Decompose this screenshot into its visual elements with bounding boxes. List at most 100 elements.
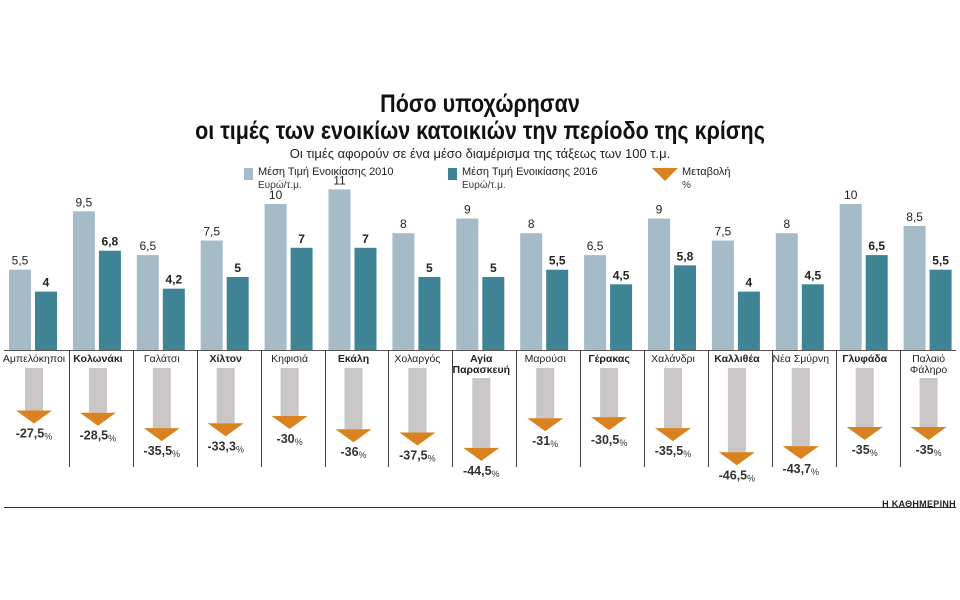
change-stem — [25, 368, 43, 411]
bar-2010 — [9, 269, 31, 350]
bar-2016-label: 7 — [362, 232, 369, 246]
category-label: Κηφισιά — [271, 353, 308, 365]
legend-unit-change: % — [682, 180, 691, 191]
category-label: Χολαργός — [394, 353, 440, 365]
bar-2016 — [290, 247, 313, 350]
bar-2016 — [610, 284, 633, 350]
bar-2010-label: 5,5 — [12, 254, 29, 268]
category-label: Αγία — [470, 353, 493, 365]
bar-2016 — [546, 269, 569, 350]
bar-2016-label: 5,8 — [677, 249, 694, 263]
category-label: Αμπελόκηποι — [3, 353, 66, 365]
category-label: Νέα Σμύρνη — [772, 353, 829, 365]
change-label: -30% — [277, 432, 303, 447]
change-stem — [664, 368, 682, 429]
bar-2016-label: 5 — [426, 261, 433, 275]
category-label: Εκάλη — [338, 353, 369, 365]
category-label: Γαλάτσι — [144, 353, 180, 365]
legend-arrow-icon — [652, 168, 678, 181]
legend-label-2010: Μέση Τιμή Ενοικίασης 2010 — [258, 166, 394, 178]
chart-title-line-1: Πόσο υποχώρησαν — [380, 90, 580, 118]
category-label: Χίλτον — [209, 353, 242, 365]
bar-2010-label: 9,5 — [76, 195, 93, 209]
bar-2010 — [839, 204, 862, 350]
bar-2016 — [482, 277, 505, 350]
legend-swatch-2010 — [244, 168, 253, 180]
bar-2016 — [737, 291, 760, 350]
change-stem — [152, 368, 171, 429]
bar-2016-label: 4,2 — [165, 273, 182, 287]
bar-2016 — [801, 284, 824, 350]
change-arrow — [79, 412, 116, 426]
bar-2016-label: 6,5 — [868, 239, 885, 253]
category-label: Παλαιό — [912, 353, 945, 365]
change-stem — [855, 368, 874, 427]
bar-2010 — [584, 255, 607, 350]
bar-2016 — [226, 277, 249, 350]
change-stem — [280, 368, 299, 416]
chart-subtitle: Οι τιμές αφορούν σε ένα μέσο διαμέρισμα … — [289, 146, 671, 161]
change-stem — [727, 368, 746, 453]
change-arrow — [591, 417, 628, 431]
change-arrow — [655, 428, 691, 442]
bar-2010 — [200, 240, 223, 350]
legend-swatch-2016 — [448, 168, 457, 180]
bar-2010-label: 10 — [844, 188, 858, 202]
category-label: Γλυφάδα — [842, 353, 887, 365]
change-label: -35,5% — [655, 444, 692, 459]
bar-2010 — [711, 240, 734, 350]
bar-2016-label: 7 — [298, 232, 305, 246]
legend-label-2016: Μέση Τιμή Ενοικίασης 2016 — [462, 166, 598, 178]
bar-2016 — [98, 250, 121, 350]
category-label: Κολωνάκι — [73, 353, 122, 365]
change-arrow — [16, 410, 52, 424]
bar-2010-label: 6,5 — [139, 239, 156, 253]
bar-2010-label: 7,5 — [203, 225, 220, 239]
source-credit: Η ΚΑΘΗΜΕΡΙΝΗ — [882, 499, 956, 509]
change-arrow — [782, 446, 819, 460]
bar-2010-label: 8 — [783, 217, 790, 231]
change-label: -31% — [532, 434, 558, 449]
category-label: Χαλάνδρι — [651, 353, 695, 365]
bar-2016-label: 6,8 — [102, 235, 119, 249]
bar-2016-label: 5 — [234, 261, 241, 275]
bar-2010 — [72, 211, 95, 350]
change-arrow — [718, 452, 755, 466]
bar-2010 — [392, 233, 415, 350]
change-arrow — [399, 432, 436, 446]
change-label: -35,5% — [144, 444, 181, 459]
bar-2010-label: 8 — [400, 217, 407, 231]
bar-2010-label: 9 — [464, 203, 471, 217]
bar-2016-label: 4,5 — [804, 268, 821, 282]
bar-2016-label: 5 — [490, 261, 497, 275]
bar-2010-label: 6,5 — [587, 239, 604, 253]
bar-2016 — [929, 269, 952, 350]
bar-2010 — [775, 233, 798, 350]
change-stem — [472, 378, 491, 448]
bar-2010-label: 11 — [333, 173, 346, 187]
change-stem — [408, 368, 427, 433]
bar-2016 — [354, 247, 377, 350]
change-arrow — [335, 429, 372, 443]
bar-2016 — [162, 288, 185, 350]
bar-2010 — [520, 233, 543, 350]
bar-2010-label: 8,5 — [906, 210, 923, 224]
change-label: -46,5% — [719, 468, 756, 483]
change-label: -44,5% — [463, 464, 500, 479]
bar-2010-label: 7,5 — [715, 225, 732, 239]
change-label: -43,7% — [783, 462, 820, 477]
change-arrow — [910, 427, 947, 440]
change-arrow — [463, 447, 500, 461]
category-label: Φάληρο — [910, 364, 948, 376]
change-stem — [600, 368, 619, 418]
bar-2016-label: 5,5 — [549, 254, 566, 268]
change-stem — [344, 368, 363, 430]
bar-2016-label: 4 — [746, 276, 753, 290]
change-label: -35% — [852, 443, 878, 458]
change-label: -28,5% — [80, 429, 117, 444]
change-stem — [88, 368, 107, 413]
bar-2010-label: 8 — [528, 217, 535, 231]
bar-2010-label: 9 — [656, 203, 663, 217]
bar-2010 — [264, 204, 287, 350]
change-label: -27,5% — [16, 427, 53, 442]
